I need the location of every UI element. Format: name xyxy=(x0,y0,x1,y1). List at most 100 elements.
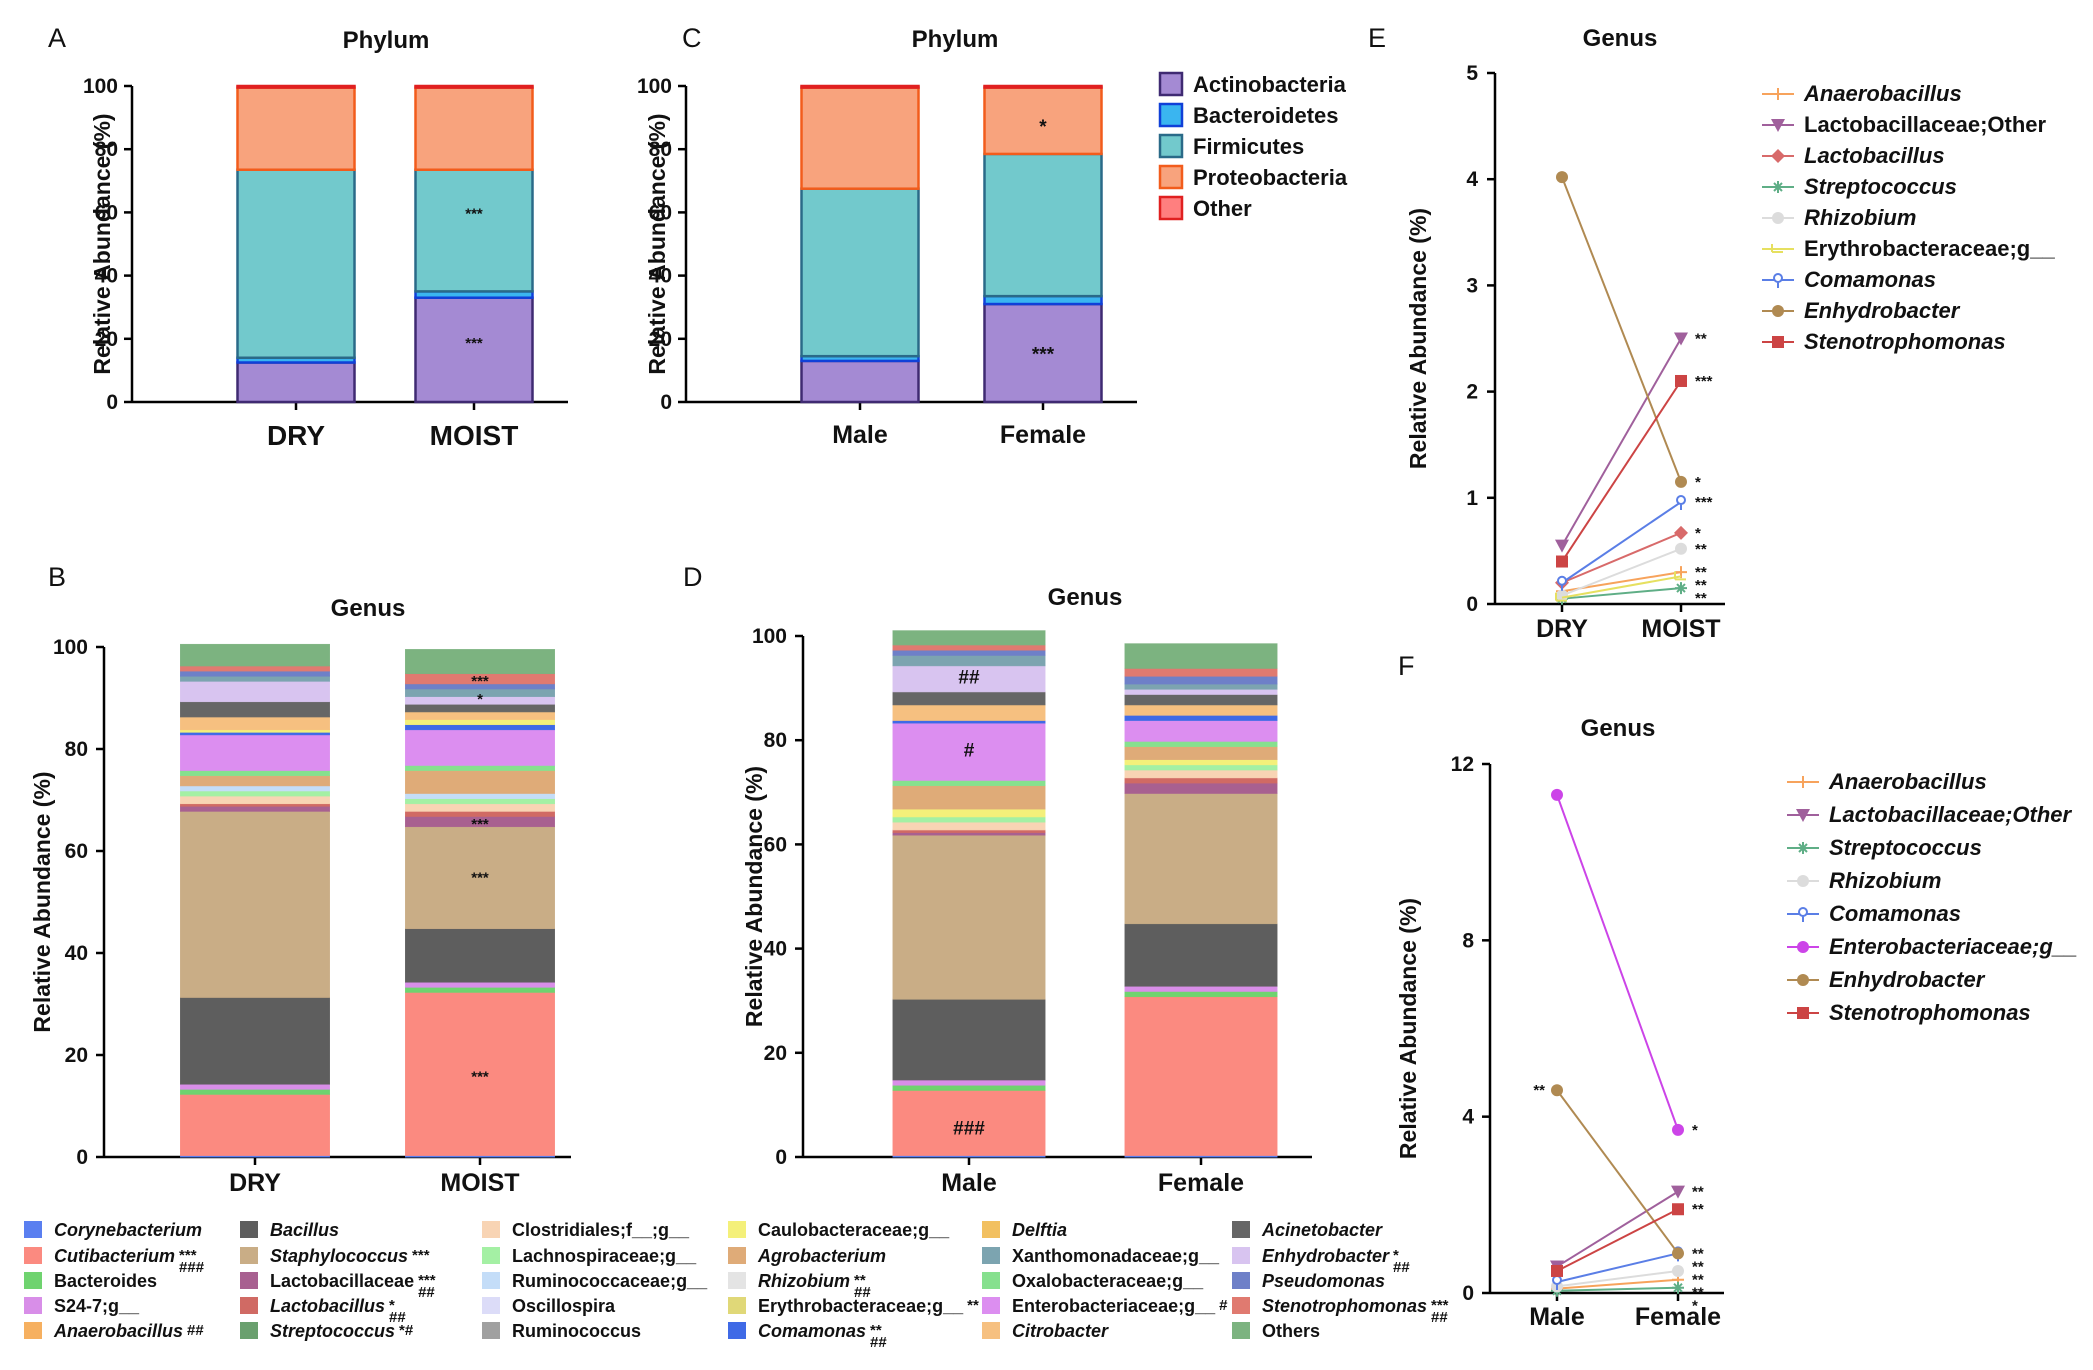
legend-marker-rhizobium xyxy=(1797,875,1809,887)
genus-legend-label-streptococcus: Streptococcus xyxy=(270,1321,395,1341)
genus-legend-note: * xyxy=(389,1297,395,1314)
panel-e-genus-line-dry-moist: Genus Relative Abundance (%) 0 1 2 3 4 5 DRY MOIS… xyxy=(1405,25,2055,643)
genus-legend-label-bacteroides: Bacteroides xyxy=(54,1271,157,1291)
legend-marker-rhizobium xyxy=(1772,212,1784,224)
bar-segment-dry-lachnospiraceae-g xyxy=(180,790,330,797)
genus-legend-label-lachnospiraceae-g: Lachnospiraceae;g__ xyxy=(512,1246,697,1266)
x-tick-label-female: Female xyxy=(1158,1169,1244,1197)
genus-legend-label-lactobacillus: Lactobacillus xyxy=(270,1296,385,1316)
genus-legend-swatch-lactobacillus xyxy=(240,1297,258,1314)
point-lactobacillaceae-other-dry xyxy=(1555,539,1569,553)
y-tick-label: 40 xyxy=(764,938,787,961)
bar-segment-male-others xyxy=(892,630,1046,646)
legend-marker-lactobacillus xyxy=(1771,149,1785,163)
legend-label-streptococcus: Streptococcus xyxy=(1804,174,1957,199)
bar-segment-male-bacteroides xyxy=(892,1084,1046,1091)
genus-legend-swatch-caulobacteraceae-g xyxy=(728,1221,746,1238)
legend-marker-lactobacillaceae-other xyxy=(1796,809,1810,822)
bar-segment-male-cutibacterium xyxy=(892,1089,1046,1156)
genus-legend-note: ** xyxy=(870,1322,882,1339)
genus-legend-label-enterobacteriaceae-g: Enterobacteriaceae;g__ xyxy=(1012,1296,1216,1316)
bar-segment-dry-enterobacteriaceae-g xyxy=(180,734,330,771)
bar-segment-female-cutibacterium xyxy=(1124,996,1278,1156)
x-tick-label-moist: MOIST xyxy=(440,1169,519,1197)
genus-legend-note: *** xyxy=(412,1247,430,1264)
legend-label-erythrobacteraceae-g: Erythrobacteraceae;g__ xyxy=(1804,236,2055,261)
panel-label-d: D xyxy=(683,562,703,592)
point-streptococcus-female xyxy=(1672,1281,1684,1294)
y-tick-label: 40 xyxy=(95,265,118,288)
y-tick-label: 0 xyxy=(775,1146,787,1169)
y-tick-label: 20 xyxy=(649,328,672,351)
genus-legend-swatch-rhizobium xyxy=(728,1272,746,1289)
bar-segment-dry-s24-7-g xyxy=(180,1083,330,1090)
y-axis-label: Relative Abundance (%) xyxy=(1395,898,1421,1159)
point-enterobacteriaceae-g-female xyxy=(1672,1123,1684,1136)
y-tick-label: 0 xyxy=(660,391,672,414)
point-comamonas-dry xyxy=(1557,575,1568,591)
bar-segment-male-lachnospiraceae-g xyxy=(892,816,1046,823)
x-tick-label-dry: DRY xyxy=(267,420,325,451)
genus-legend-swatch-clostridiales-f-g xyxy=(482,1221,500,1238)
bar-segment-female-agrobacterium xyxy=(1124,745,1278,760)
genus-legend-swatch-s24-7-g xyxy=(24,1297,42,1314)
x-tick-label-moist: MOIST xyxy=(430,420,519,451)
genus-legend-swatch-others xyxy=(1232,1322,1250,1339)
y-axis-label: Relative Abundance (%) xyxy=(741,766,767,1027)
legend-marker-anaerobacillus xyxy=(1797,776,1809,788)
legend-label-stenotrophomonas: Stenotrophomonas xyxy=(1829,1000,2031,1025)
bar-segment-dry-bacteroides xyxy=(180,1088,330,1095)
panel-label-c: C xyxy=(682,23,702,53)
y-tick-label: 80 xyxy=(95,138,118,161)
series-line-erythrobacteraceae-g xyxy=(1561,575,1682,599)
chart-title: Genus xyxy=(1583,25,1658,52)
significance-mark: *** xyxy=(471,870,489,887)
genus-legend-label-delftia: Delftia xyxy=(1012,1220,1067,1240)
y-tick-label: 8 xyxy=(1462,929,1474,952)
point-enhydrobacter-dry xyxy=(1556,171,1568,184)
y-tick-label: 60 xyxy=(764,833,787,856)
point-anaerobacillus-moist xyxy=(1675,566,1687,579)
genus-legend-swatch-bacteroides xyxy=(24,1272,42,1289)
bar-segment-dry-cutibacterium xyxy=(180,1093,330,1156)
genus-legend-note: ## xyxy=(187,1322,204,1339)
legend-label-lactobacillaceae-other: Lactobacillaceae;Other xyxy=(1829,802,2073,827)
bar-segment-male-citrobacter xyxy=(892,704,1046,721)
genus-legend-label-oscillospira: Oscillospira xyxy=(512,1296,616,1316)
bar-segment-dry-acinetobacter xyxy=(180,701,330,718)
bar-segment-male-s24-7-g xyxy=(892,1079,1046,1086)
chart-title: Phylum xyxy=(912,26,999,53)
bar-segment-moist-actinobacteria xyxy=(414,296,534,404)
bar-segment-moist-oxalobacteraceae-g xyxy=(405,764,555,771)
genus-legend-note: ## xyxy=(854,1284,871,1301)
point-lactobacillus-moist xyxy=(1674,525,1688,540)
point-enhydrobacter-female xyxy=(1672,1247,1684,1260)
x-tick-label-male: Male xyxy=(832,421,888,449)
bar-segment-female-others xyxy=(1124,643,1278,669)
bar-segment-female-s24-7-g xyxy=(1124,985,1278,992)
significance-mark-enhydrobacter: ** xyxy=(1692,1258,1704,1275)
genus-legend-swatch-erythrobacteraceae-g xyxy=(728,1297,746,1314)
legend-label-bacteroidetes: Bacteroidetes xyxy=(1193,103,1339,128)
bar-segment-female-lactobacillaceae xyxy=(1124,782,1278,794)
genus-legend-swatch-ruminococcus xyxy=(482,1322,500,1339)
panel-f-genus-line-male-female: Genus Relative Abundance (%) 0 4 8 12 Male Fema… xyxy=(1395,715,2077,1331)
point-lactobacillaceae-other-moist xyxy=(1674,332,1688,346)
legend-label-rhizobium: Rhizobium xyxy=(1829,868,1941,893)
legend-marker-enhydrobacter xyxy=(1797,974,1809,986)
significance-mark: *** xyxy=(1032,345,1055,366)
y-tick-label: 60 xyxy=(649,201,672,224)
significance-mark: ## xyxy=(958,668,980,689)
genus-legend-swatch-staphylococcus xyxy=(240,1247,258,1264)
genus-legend-label-oxalobacteraceae-g: Oxalobacteraceae;g__ xyxy=(1012,1271,1204,1291)
point-erythrobacteraceae-g-moist xyxy=(1674,571,1686,581)
legend-swatch-bacteroidetes xyxy=(1158,102,1184,128)
bar-segment-dry-proteobacteria xyxy=(236,86,356,171)
bar-segment-male-actinobacteria xyxy=(800,359,920,404)
legend-marker-streptococcus xyxy=(1772,181,1784,193)
bar-segment-moist-ruminococcaceae-g xyxy=(405,792,555,799)
significance-mark: *** xyxy=(465,335,483,352)
y-tick-label: 100 xyxy=(53,636,88,659)
bar-segment-moist-proteobacteria xyxy=(414,86,534,171)
significance-mark-rhizobium: ** xyxy=(1692,1271,1704,1288)
